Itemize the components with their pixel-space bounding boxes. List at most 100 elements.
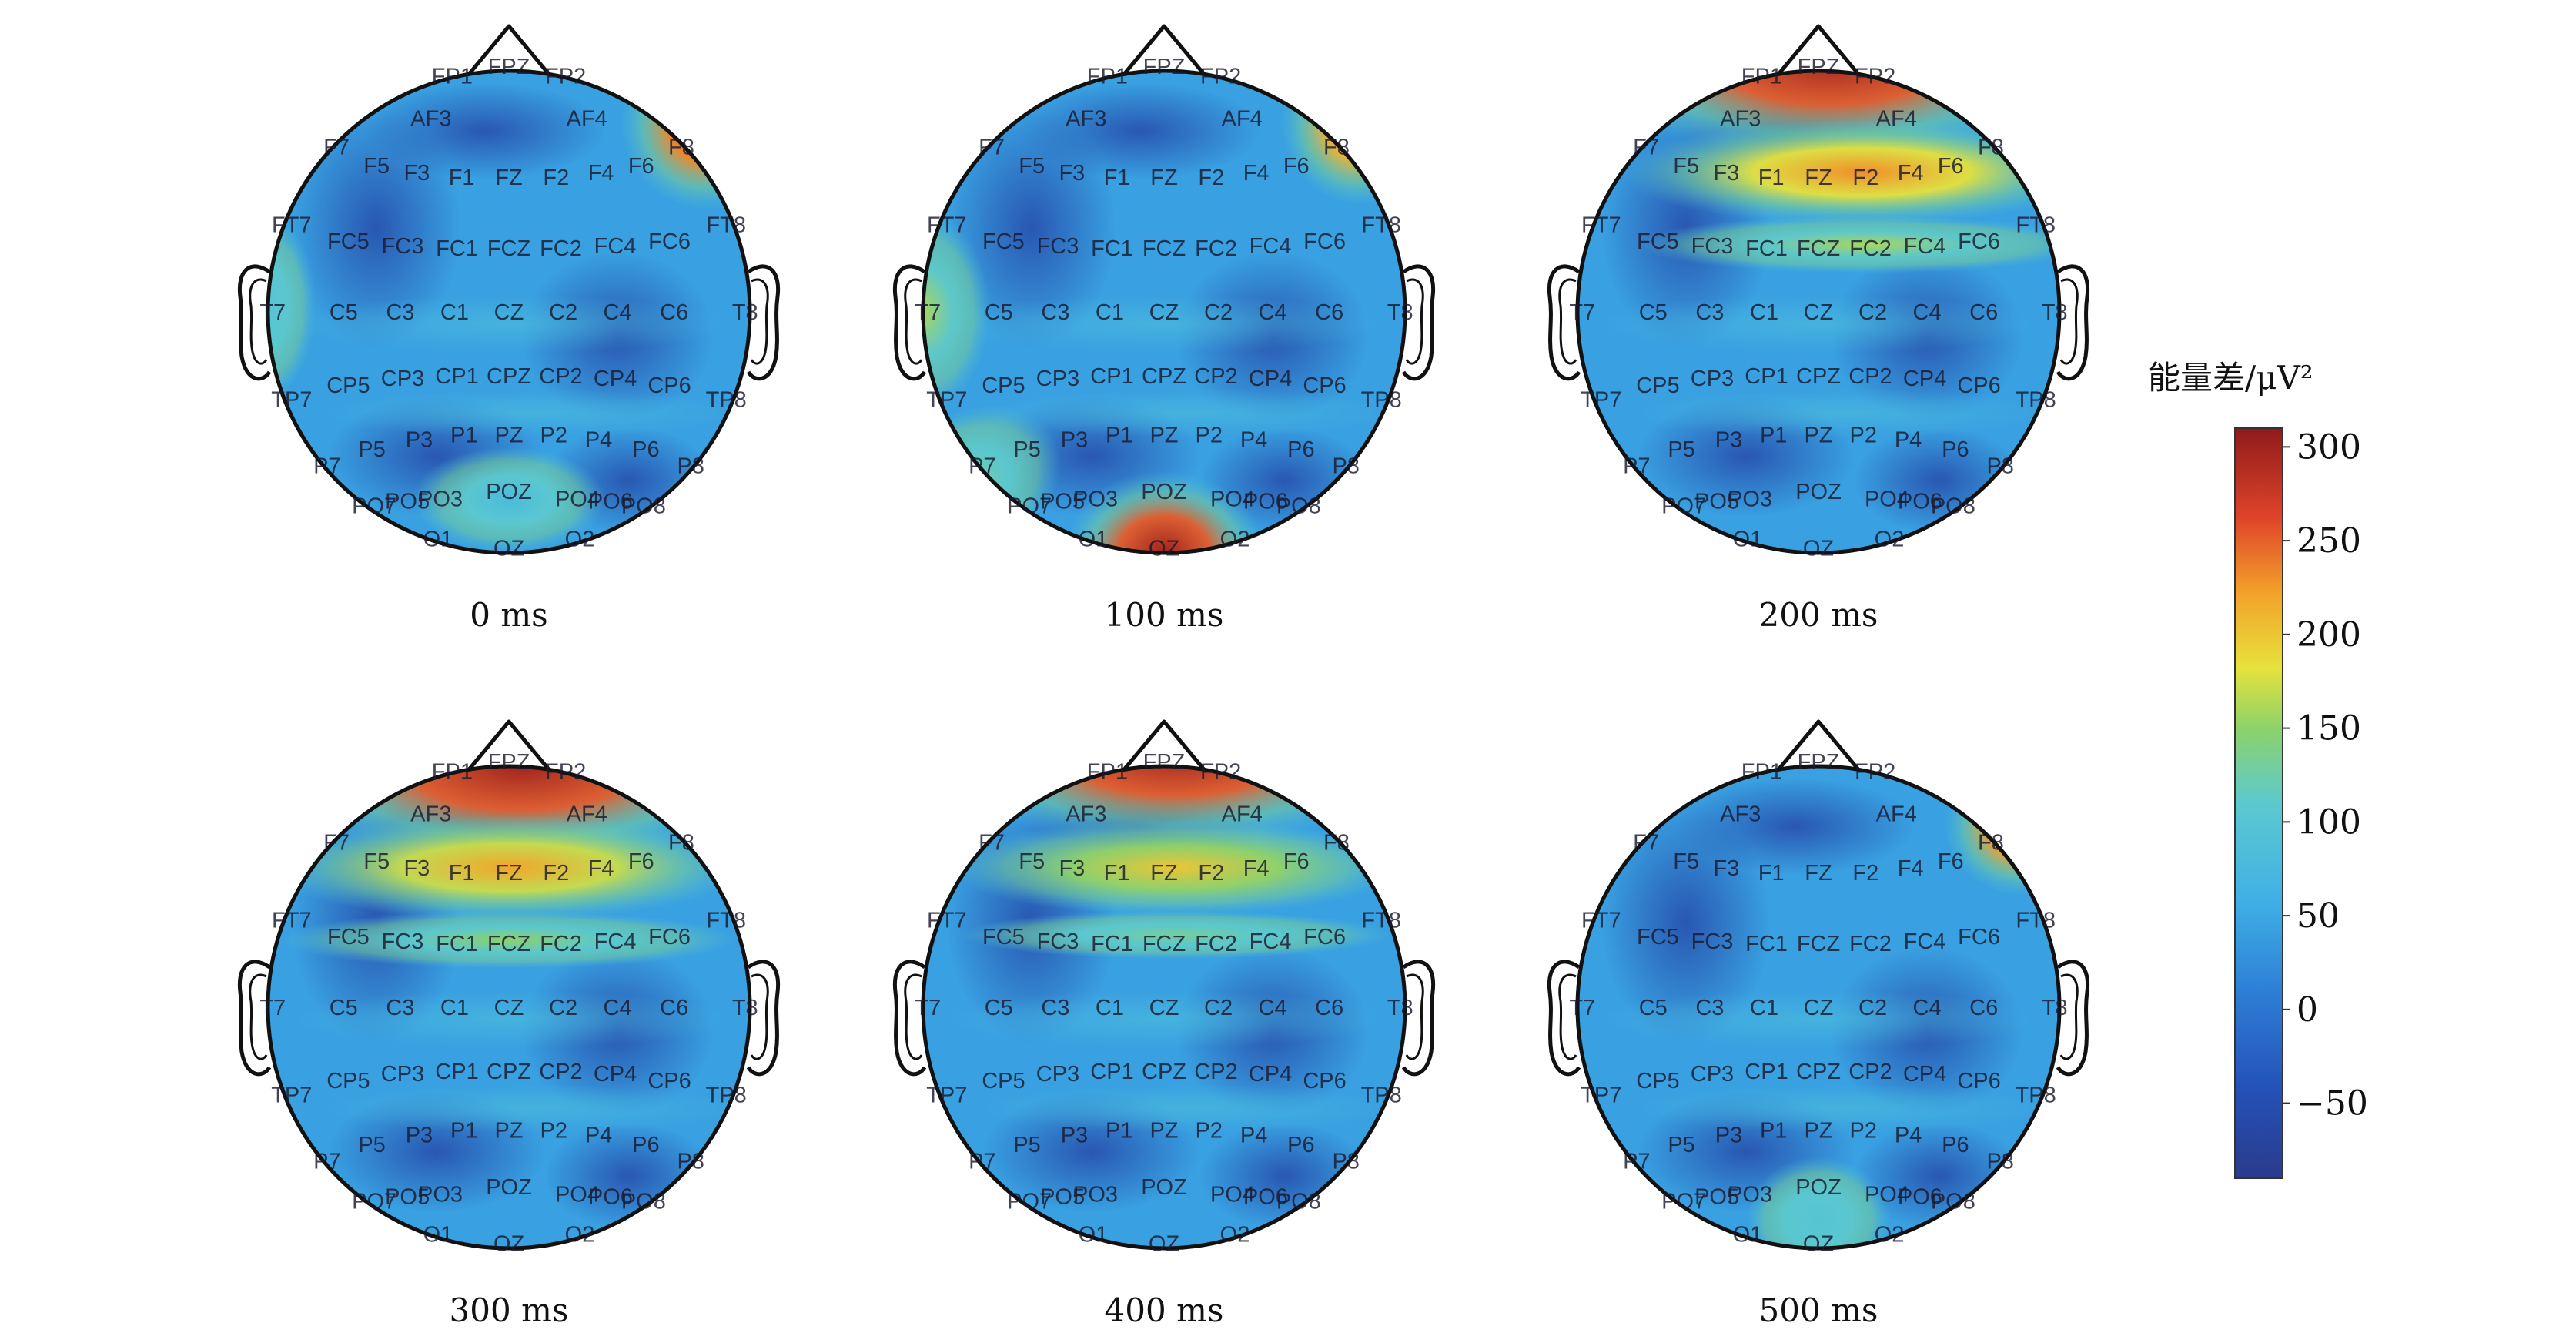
electrode-label: O2 [1875, 527, 1905, 551]
electrode-label: CP4 [1903, 367, 1946, 391]
electrode-label: O1 [1733, 527, 1763, 551]
mid-activity-band [1625, 389, 2059, 437]
colorbar-tick-label: 50 [2297, 896, 2340, 936]
electrode-label: PZ [1149, 1119, 1178, 1144]
electrode-label: C2 [1204, 996, 1233, 1020]
right-ear-outline [1401, 264, 1436, 381]
electrode-label: PO6 [1243, 1184, 1288, 1209]
electrode-label: FZ [1805, 861, 1832, 886]
electrode-label: CZ [1804, 996, 1834, 1020]
mid-activity-band [935, 295, 1393, 353]
colorbar-tick-label: 0 [2297, 990, 2318, 1030]
left-ear-outline [237, 264, 272, 381]
electrode-label: FC5 [982, 925, 1025, 949]
electrode-label: F2 [1852, 166, 1878, 190]
ear-inner-outline [249, 278, 268, 365]
electrode-label: F5 [1673, 849, 1699, 874]
electrode-label: CP4 [594, 1062, 637, 1087]
electrode-label: C4 [604, 300, 632, 325]
nose-outline [1775, 719, 1862, 774]
electrode-label: T8 [732, 300, 758, 325]
head-outline [266, 764, 752, 1251]
electrode-label: CP1 [1090, 364, 1133, 389]
ear-inner-outline [750, 973, 769, 1060]
electrode-label: FC1 [1745, 236, 1788, 261]
nose-outline [1775, 24, 1862, 79]
electrode-label: CPZ [1796, 364, 1841, 389]
electrode-label: CZ [1149, 300, 1179, 325]
electrode-label: F7 [1633, 135, 1659, 159]
electrode-label: F4 [588, 161, 614, 186]
electrode-label: P6 [1287, 437, 1314, 462]
electrode-label: F3 [1713, 856, 1739, 881]
activation-hotspot [947, 819, 1405, 916]
head-outline [1575, 69, 2062, 555]
electrode-label: FT8 [1361, 909, 1401, 933]
head-outline [1575, 764, 2062, 1251]
electrode-label: FP1 [1741, 64, 1782, 89]
electrode-label: F4 [1243, 161, 1270, 186]
electrode-label: F1 [1104, 166, 1130, 190]
electrode-label: CP5 [982, 373, 1025, 398]
electrode-label: PO8 [1931, 494, 1975, 519]
electrode-label: F6 [1938, 849, 1964, 874]
electrode-label: P7 [313, 454, 340, 478]
nose-outline [465, 24, 553, 79]
electrode-label: P5 [1668, 1133, 1694, 1157]
electrode-label: TP8 [706, 1083, 747, 1107]
electrode-label: CP2 [1848, 1060, 1892, 1084]
electrode-label: PO7 [1661, 494, 1706, 519]
electrode-label: CP1 [1745, 364, 1788, 389]
electrode-label: TP8 [1361, 1083, 1402, 1107]
electrode-label: FT7 [927, 213, 967, 238]
electrode-label: C4 [604, 996, 632, 1020]
colorbar-ticks: 300 250 200 150 100 50 0 −50 [2283, 427, 2368, 1124]
electrode-label: FCZ [487, 932, 530, 956]
electrode-label: CPZ [1142, 364, 1186, 389]
electrode-label: F3 [403, 856, 430, 881]
head-outline [921, 69, 1407, 555]
electrode-label: C1 [1096, 996, 1124, 1020]
electrode-label: PO7 [1661, 1190, 1706, 1214]
electrode-label: PO7 [1007, 494, 1052, 519]
electrode-label: F8 [1323, 830, 1350, 855]
electrode-label: PO4 [1210, 487, 1255, 511]
electrode-label: CP3 [381, 1062, 424, 1087]
electrode-label: P7 [969, 454, 995, 478]
electrode-label: FC5 [1637, 229, 1679, 254]
electrode-label: CP2 [1194, 364, 1237, 389]
panel-caption: 100 ms [1105, 596, 1224, 634]
electrode-label: PO3 [1073, 1182, 1118, 1207]
electrode-label: C3 [1041, 300, 1069, 325]
electrode-label: PZ [494, 424, 523, 448]
electrode-label: FZ [1150, 861, 1177, 886]
electrode-labels: FP1 FPZ FP2 AF3 AF4 F7 F5 F3 F1 FZ F2 F4 F6 F8 FT7 FC5 F… [915, 750, 1413, 1257]
electrode-label: AF3 [1720, 802, 1761, 826]
colorbar-tick-label: 150 [2297, 709, 2361, 749]
electrode-label: FPZ [488, 750, 530, 775]
electrode-label: O2 [1220, 1222, 1250, 1247]
electrode-label: F5 [1019, 154, 1045, 179]
electrode-label: P3 [1715, 428, 1742, 453]
electrode-label: F6 [1283, 849, 1310, 874]
electrode-label: F8 [1978, 135, 2004, 159]
electrode-label: CZ [494, 996, 524, 1020]
electrode-label: TP7 [1581, 1083, 1621, 1107]
electrode-label: FC6 [648, 925, 691, 949]
electrode-label: P3 [1061, 428, 1088, 453]
scalp-field [268, 71, 750, 553]
electrode-label: OZ [493, 1232, 524, 1257]
electrode-label: FC1 [436, 932, 478, 956]
activation-hotspot [1280, 71, 1405, 206]
electrode-label: CP3 [1691, 1062, 1734, 1087]
electrode-label: C4 [1259, 996, 1287, 1020]
activation-hotspot [268, 766, 750, 863]
electrode-label: P2 [1196, 1119, 1223, 1144]
topomap-panel: FP1 FPZ FP2 AF3 AF4 F7 F5 F3 F1 FZ F2 F4 F6 F8 FT7 FC5 F… [237, 719, 781, 1329]
electrode-label: C3 [386, 996, 414, 1020]
electrode-label: AF4 [567, 106, 607, 131]
electrode-label: C1 [1096, 300, 1124, 325]
electrode-label: F1 [449, 861, 475, 886]
electrode-label: P4 [1240, 1124, 1267, 1148]
electrode-label: P6 [1942, 437, 1969, 462]
